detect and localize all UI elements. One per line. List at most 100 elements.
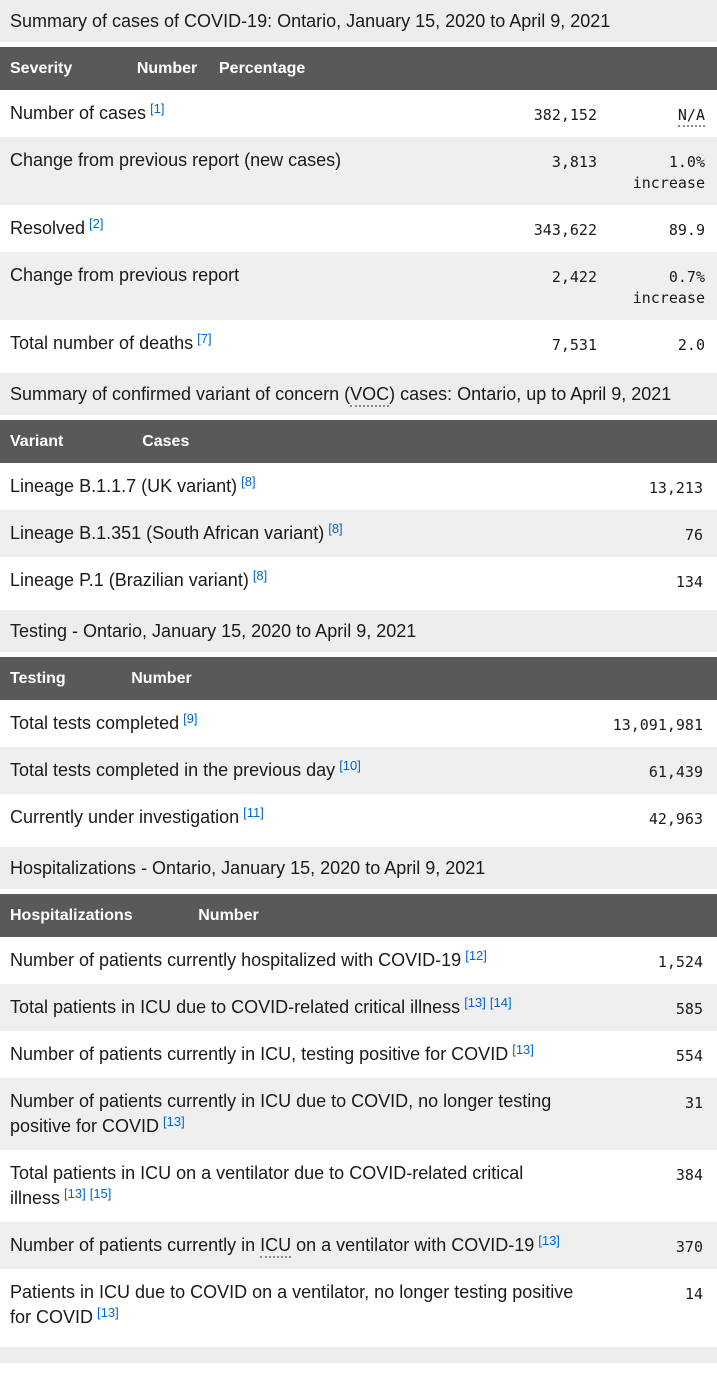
table-row-b117: Lineage B.1.1.7 (UK variant) [8] 13,213 bbox=[0, 463, 717, 510]
table-row-hospitalized: Number of patients currently hospitalize… bbox=[0, 937, 717, 984]
number-cell: 343,622 bbox=[533, 221, 597, 239]
hospitalizations-table: Hospitalizations - Ontario, January 15, … bbox=[0, 847, 717, 1341]
number-cell: 61,439 bbox=[648, 763, 703, 781]
column-header-percentage: Percentage bbox=[219, 60, 306, 77]
footnote-sup: [14] bbox=[490, 995, 512, 1010]
number-cell: 76 bbox=[684, 526, 703, 544]
footnote-sup: [12] bbox=[465, 948, 487, 963]
footnote-link-11[interactable]: [11] bbox=[243, 805, 264, 820]
number-cell: 42,963 bbox=[648, 810, 703, 828]
number-cell: 3,813 bbox=[551, 153, 597, 171]
footnote-link-13[interactable]: [13] bbox=[512, 1042, 534, 1057]
number-cell: 1,524 bbox=[657, 953, 703, 971]
footnote-link-2[interactable]: [2] bbox=[89, 216, 104, 231]
testing-table: Testing - Ontario, January 15, 2020 to A… bbox=[0, 610, 717, 841]
footnote-link-13[interactable]: [13] bbox=[163, 1114, 185, 1129]
footnote-sup: [15] bbox=[90, 1186, 112, 1201]
row-label-pre: Number of patients currently in bbox=[10, 1235, 261, 1255]
caption-text: Testing - Ontario, January 15, 2020 to A… bbox=[10, 621, 417, 641]
row-label-post: on a ventilator with COVID-19 bbox=[291, 1235, 535, 1255]
footnote-link-15[interactable]: [15] bbox=[89, 1186, 112, 1201]
footnote-sup: [7] bbox=[197, 331, 211, 346]
footnote-link-14[interactable]: [14] bbox=[489, 995, 512, 1010]
footnote-sup: [13] bbox=[163, 1114, 185, 1129]
row-label: Resolved bbox=[10, 218, 86, 238]
caption-text: Hospitalizations - Ontario, January 15, … bbox=[10, 858, 486, 878]
table-row-b1351: Lineage B.1.351 (South African variant)[… bbox=[0, 510, 717, 557]
number-cell: 554 bbox=[675, 1047, 703, 1065]
footnote-link-13[interactable]: [13] bbox=[464, 995, 486, 1010]
table-row-tests-previous-day: Total tests completed in the previous da… bbox=[0, 747, 717, 794]
row-label: Total number of deaths bbox=[10, 333, 194, 353]
footnote-link-13[interactable]: [13] bbox=[538, 1233, 560, 1248]
footnote-link-13[interactable]: [13] bbox=[97, 1305, 119, 1320]
cases-table-caption: Summary of cases of COVID-19: Ontario, J… bbox=[0, 0, 717, 42]
table-row-icu-ventilator-no-longer-positive: Patients in ICU due to COVID on a ventil… bbox=[0, 1269, 717, 1341]
footnote-link-8[interactable]: [8] bbox=[328, 521, 343, 536]
number-cell: 370 bbox=[675, 1238, 703, 1256]
table-row-change-resolved: Change from previous report 2,422 0.7% i… bbox=[0, 252, 717, 320]
footnote-sup: [8] bbox=[253, 568, 267, 583]
icu-abbr: ICU bbox=[260, 1235, 292, 1258]
table-row-change-new-cases: Change from previous report (new cases) … bbox=[0, 137, 717, 205]
row-label-cell: Number of patients currently hospitalize… bbox=[0, 937, 587, 984]
row-label-cell: Lineage B.1.1.7 (UK variant) [8] bbox=[0, 463, 587, 510]
caption-text: Summary of cases of COVID-19: Ontario, J… bbox=[10, 11, 611, 31]
row-label-cell: Number of patients currently in ICU on a… bbox=[0, 1222, 587, 1269]
row-label: Lineage B.1.351 (South African variant) bbox=[10, 523, 325, 543]
voc-abbr: VOC bbox=[350, 384, 390, 407]
footnote-link-12[interactable]: [12] bbox=[465, 948, 487, 963]
voc-table-caption: Summary of confirmed variant of concern … bbox=[0, 373, 717, 415]
footnote-sup: [1] bbox=[150, 101, 164, 116]
row-label: Patients in ICU due to COVID on a ventil… bbox=[10, 1282, 574, 1327]
footnote-link-9[interactable]: [9] bbox=[183, 711, 198, 726]
row-label-cell: Total tests completed in the previous da… bbox=[0, 747, 587, 794]
footnote-link-7[interactable]: [7] bbox=[197, 331, 212, 346]
voc-summary-table: Summary of confirmed variant of concern … bbox=[0, 373, 717, 604]
footnote-link-10[interactable]: [10] bbox=[339, 758, 361, 773]
next-section-caption-partial bbox=[0, 1347, 717, 1363]
row-label: Number of patients currently hospitalize… bbox=[10, 950, 462, 970]
caption-text-pre: Summary of confirmed variant of concern … bbox=[10, 384, 351, 404]
testing-table-header-row: Testing Number bbox=[0, 657, 717, 700]
footnote-sup: [13] bbox=[512, 1042, 534, 1057]
row-label-cell: Total tests completed [9] bbox=[0, 700, 587, 747]
row-label: Lineage B.1.1.7 (UK variant) bbox=[10, 476, 238, 496]
footnote-link-1[interactable]: [1] bbox=[150, 101, 165, 116]
caption-text-post: ) cases: Ontario, up to April 9, 2021 bbox=[389, 384, 672, 404]
row-label: Total patients in ICU on a ventilator du… bbox=[10, 1163, 524, 1208]
table-row-icu-total: Total patients in ICU due to COVID-relat… bbox=[0, 984, 717, 1031]
row-label: Total tests completed in the previous da… bbox=[10, 760, 336, 780]
row-label-cell: Patients in ICU due to COVID on a ventil… bbox=[0, 1269, 587, 1341]
row-label: Lineage P.1 (Brazilian variant) bbox=[10, 570, 249, 590]
footnote-link-8[interactable]: [8] bbox=[241, 474, 256, 489]
footnote-sup: [13] bbox=[64, 1186, 86, 1201]
row-label: Number of patients currently in ICU due … bbox=[10, 1091, 552, 1136]
row-label-cell: Lineage B.1.351 (South African variant)[… bbox=[0, 510, 587, 557]
row-label: Total tests completed bbox=[10, 713, 180, 733]
row-label: Number of patients currently in ICU, tes… bbox=[10, 1044, 509, 1064]
table-row-p1: Lineage P.1 (Brazilian variant) [8] 134 bbox=[0, 557, 717, 604]
footnote-sup: [8] bbox=[241, 474, 255, 489]
row-label-cell: Total patients in ICU due to COVID-relat… bbox=[0, 984, 587, 1031]
row-label-cell: Number of patients currently in ICU, tes… bbox=[0, 1031, 587, 1078]
number-cell: 7,531 bbox=[551, 336, 597, 354]
number-cell: 13,091,981 bbox=[612, 716, 703, 734]
column-header-number: Number bbox=[131, 670, 192, 687]
table-row-number-of-cases: Number of cases [1] 382,152 N/A bbox=[0, 90, 717, 137]
column-header-cases: Cases bbox=[142, 433, 190, 450]
table-row-icu-ventilator-covid19: Number of patients currently in ICU on a… bbox=[0, 1222, 717, 1269]
footnote-link-13[interactable]: [13] bbox=[64, 1186, 86, 1201]
footnote-link-8[interactable]: [8] bbox=[252, 568, 268, 583]
footnote-sup: [13] bbox=[464, 995, 486, 1010]
row-label-cell: Total number of deaths [7] bbox=[0, 320, 482, 367]
footnote-sup: [11] bbox=[243, 805, 264, 820]
row-label-cell: Total patients in ICU on a ventilator du… bbox=[0, 1150, 587, 1222]
table-row-icu-no-longer-positive: Number of patients currently in ICU due … bbox=[0, 1078, 717, 1150]
cases-table-header-row: Severity Number Percentage bbox=[0, 47, 717, 90]
number-cell: 585 bbox=[675, 1000, 703, 1018]
column-header-number: Number bbox=[136, 60, 198, 77]
row-label: Number of cases bbox=[10, 103, 147, 123]
footnote-sup: [8] bbox=[328, 521, 342, 536]
cases-summary-table: Summary of cases of COVID-19: Ontario, J… bbox=[0, 0, 717, 367]
